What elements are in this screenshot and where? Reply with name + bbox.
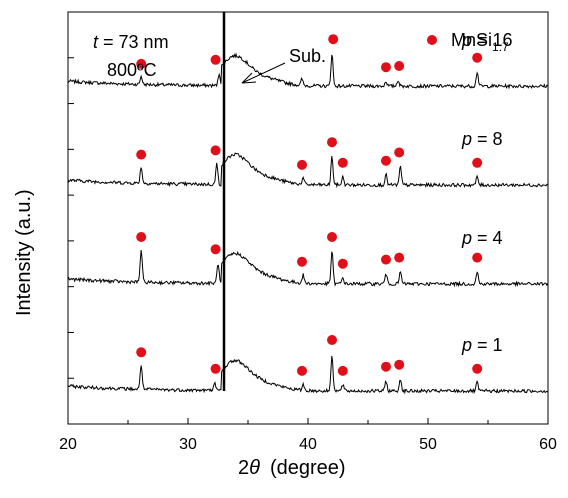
mnsi-marker xyxy=(327,335,337,345)
mnsi-marker xyxy=(394,252,405,263)
mnsi-marker xyxy=(394,61,405,71)
mnsi-marker xyxy=(381,361,391,372)
series-label: p = 1 xyxy=(461,335,503,355)
series-line xyxy=(67,152,548,189)
traces xyxy=(67,52,549,395)
mnsi-marker xyxy=(327,232,337,242)
mnsi-marker xyxy=(472,52,483,63)
y-ticks xyxy=(68,57,74,379)
mnsi-marker xyxy=(337,365,348,376)
x-tick-label: 20 xyxy=(59,436,77,453)
series-label: p = 16 xyxy=(461,30,513,50)
substrate-arrow-head xyxy=(241,72,257,84)
x-tick-label: 40 xyxy=(299,436,317,453)
mnsi-marker xyxy=(337,258,348,269)
x-tick-label: 30 xyxy=(179,436,197,453)
series-label-value: = 8 xyxy=(472,129,503,149)
legend-label: MnSi1.7 xyxy=(451,30,509,54)
legend-marker xyxy=(427,35,437,45)
mnsi-marker xyxy=(472,363,483,374)
x-axis-title: 2θ (degree) xyxy=(238,457,346,479)
mnsi-marker xyxy=(210,145,221,156)
substrate-arrow-shaft xyxy=(241,62,286,84)
series-line xyxy=(67,250,549,288)
mnsi-marker xyxy=(136,347,147,358)
series-label-symbol: p xyxy=(461,129,472,149)
series-line xyxy=(67,52,548,90)
series-label-symbol: p xyxy=(461,335,472,355)
series-label: p = 8 xyxy=(461,129,503,149)
mnsi-marker xyxy=(394,359,405,370)
mnsi-marker xyxy=(394,147,405,158)
mnsi-marker xyxy=(381,155,391,166)
substrate-label: Sub. xyxy=(289,46,326,66)
series-line xyxy=(67,355,548,395)
mnsi-marker xyxy=(297,365,307,376)
mnsi-marker xyxy=(297,159,307,170)
mnsi-marker xyxy=(136,149,147,160)
mnsi-marker xyxy=(136,58,147,69)
mnsi-marker xyxy=(210,244,221,255)
mnsi-marker xyxy=(297,256,307,267)
x-tick-label: 50 xyxy=(419,436,437,453)
markers xyxy=(136,34,483,376)
x-ticks: 20 30 40 50 60 xyxy=(59,418,557,453)
series-labels: p = 16p = 8p = 4p = 1 xyxy=(461,30,513,355)
mnsi-marker xyxy=(381,62,391,73)
mnsi-marker xyxy=(472,157,483,168)
x-tick-label: 60 xyxy=(539,436,557,453)
mnsi-marker xyxy=(337,157,348,168)
series-label: p = 4 xyxy=(461,228,503,248)
sample-thickness: t = 73 nm xyxy=(93,32,169,52)
series-label-symbol: p xyxy=(461,228,472,248)
series-label-value: = 16 xyxy=(472,30,513,50)
sample-temperature: 800ºC xyxy=(107,60,157,80)
mnsi-marker xyxy=(472,252,483,263)
series-label-value: = 1 xyxy=(472,335,503,355)
mnsi-marker xyxy=(381,254,391,265)
mnsi-marker xyxy=(328,34,339,45)
mnsi-marker xyxy=(327,137,337,148)
series-label-value: = 4 xyxy=(472,228,503,248)
mnsi-marker xyxy=(136,232,147,242)
mnsi-marker xyxy=(210,54,221,65)
y-axis-title: Intensity (a.u.) xyxy=(13,189,35,316)
mnsi-marker xyxy=(210,363,221,374)
series-label-symbol: p xyxy=(461,30,472,50)
